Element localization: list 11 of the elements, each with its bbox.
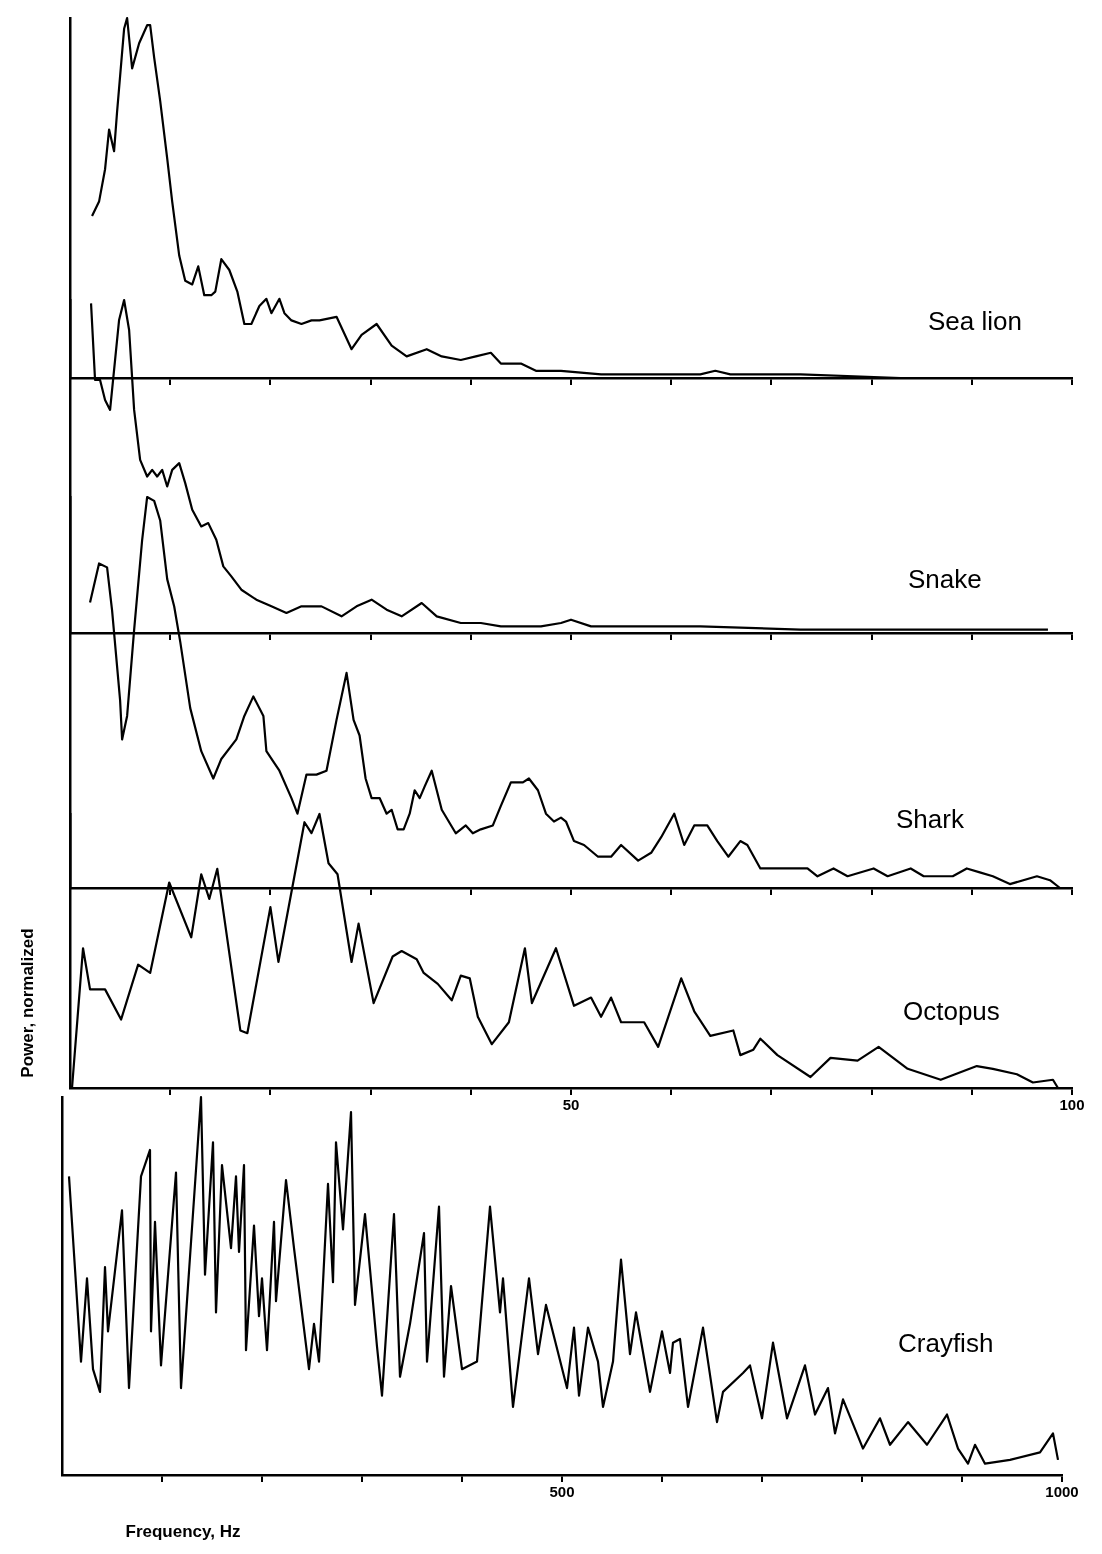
x-tick-label: 100 [1059,1096,1085,1114]
series-label: Snake [908,564,982,594]
x-axis-title: Frequency, Hz [125,1522,241,1541]
series-label: Octopus [903,996,1000,1026]
x-tick-label: 50 [562,1096,580,1114]
series-label: Shark [896,804,965,834]
x-tick-label: 500 [549,1483,575,1501]
x-tick-label: 1000 [1045,1483,1079,1501]
text: Crayfish [898,1328,994,1358]
series-label: Sea lion [928,306,1022,336]
y-axis-title: Power, normalized [17,928,37,1078]
